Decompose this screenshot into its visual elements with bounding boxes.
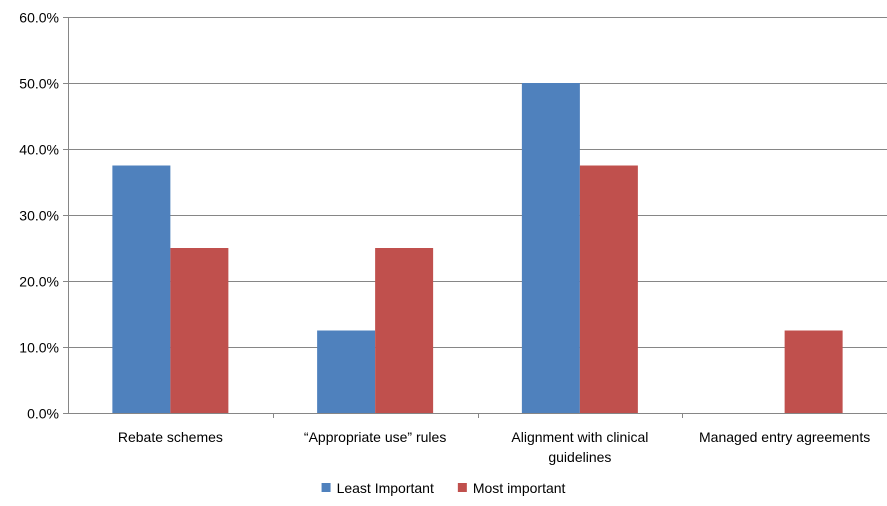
- y-tick-label: 40.0%: [19, 142, 59, 158]
- legend-label: Least Important: [337, 480, 434, 496]
- y-tick-label: 20.0%: [19, 274, 59, 290]
- y-tick-label: 60.0%: [19, 10, 59, 26]
- y-tick-label: 30.0%: [19, 208, 59, 224]
- bar: [112, 165, 171, 413]
- legend-label: Most important: [473, 480, 566, 496]
- bar: [375, 248, 434, 413]
- bar: [784, 330, 843, 413]
- legend-swatch: [321, 483, 331, 492]
- x-category-label: guidelines: [548, 449, 611, 465]
- legend-swatch: [457, 483, 467, 492]
- y-tick-label: 0.0%: [27, 406, 59, 422]
- y-tick-label: 10.0%: [19, 340, 59, 356]
- bar: [317, 330, 376, 413]
- y-tick-label: 50.0%: [19, 76, 59, 92]
- bar: [521, 83, 580, 413]
- x-category-label: Rebate schemes: [118, 429, 223, 445]
- bar: [170, 248, 229, 413]
- x-category-label: “Appropriate use” rules: [304, 429, 446, 445]
- bar: [579, 165, 638, 413]
- x-category-label: Alignment with clinical: [511, 429, 648, 445]
- x-category-label: Managed entry agreements: [699, 429, 870, 445]
